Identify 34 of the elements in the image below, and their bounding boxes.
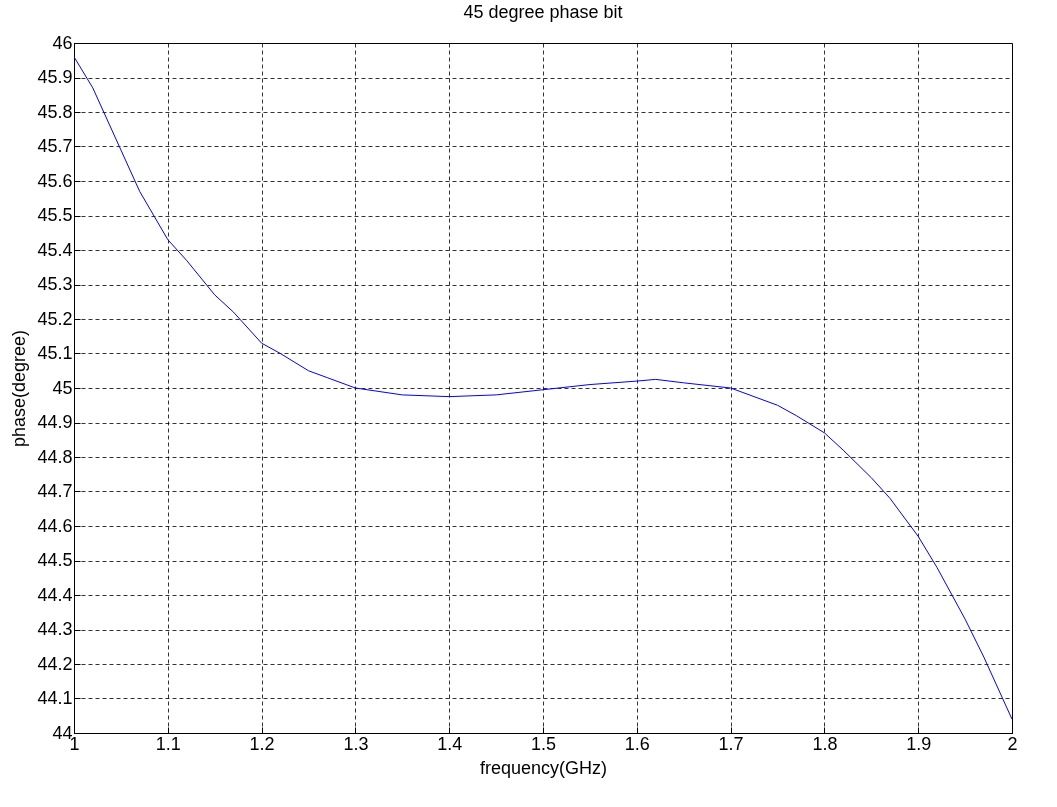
y-tick-label: 44.3: [37, 619, 73, 639]
x-tick-label: 1.9: [906, 733, 932, 754]
y-tick-label: 45.8: [37, 101, 73, 122]
y-axis-title: phase(degree): [9, 329, 30, 448]
y-tick-label: 45.7: [37, 136, 73, 156]
y-tick-label: 45.5: [37, 205, 73, 225]
y-tick-label: 45: [52, 377, 73, 398]
line-series: [74, 56, 1012, 720]
y-tick-label: 45.9: [37, 67, 73, 87]
x-tick-label: 1.3: [343, 733, 369, 754]
y-tick-label: 45.4: [37, 239, 73, 260]
chart-title: 45 degree phase bit: [463, 2, 623, 22]
y-tick-label: 45.2: [37, 308, 73, 329]
x-tick-label: 1.2: [249, 733, 275, 754]
y-tick-label: 44.2: [37, 653, 73, 674]
x-tick-label: 1.4: [437, 733, 463, 754]
y-tick-label: 46: [52, 32, 73, 53]
x-tick-label: 1.5: [530, 733, 557, 754]
x-tick-label: 1.7: [718, 733, 744, 754]
x-tick-label: 1.6: [624, 733, 650, 754]
y-tick-label: 45.6: [37, 170, 73, 191]
y-tick-label: 44.5: [37, 550, 73, 570]
y-tick-label: 44.9: [37, 412, 73, 432]
x-tick-label: 1.1: [155, 733, 181, 754]
y-tick-label: 44.4: [37, 584, 73, 605]
x-tick-label: 2: [1007, 733, 1018, 754]
y-tick-label: 44.7: [37, 481, 73, 501]
y-tick-label: 44.8: [37, 446, 73, 467]
x-axis-title: frequency(GHz): [479, 757, 608, 778]
y-tick-label: 44.6: [37, 515, 73, 536]
y-tick-label: 44.1: [37, 688, 73, 708]
x-tick-label: 1.8: [812, 733, 838, 754]
y-tick-label: 45.1: [37, 343, 73, 363]
y-tick-label: 45.3: [37, 274, 73, 294]
